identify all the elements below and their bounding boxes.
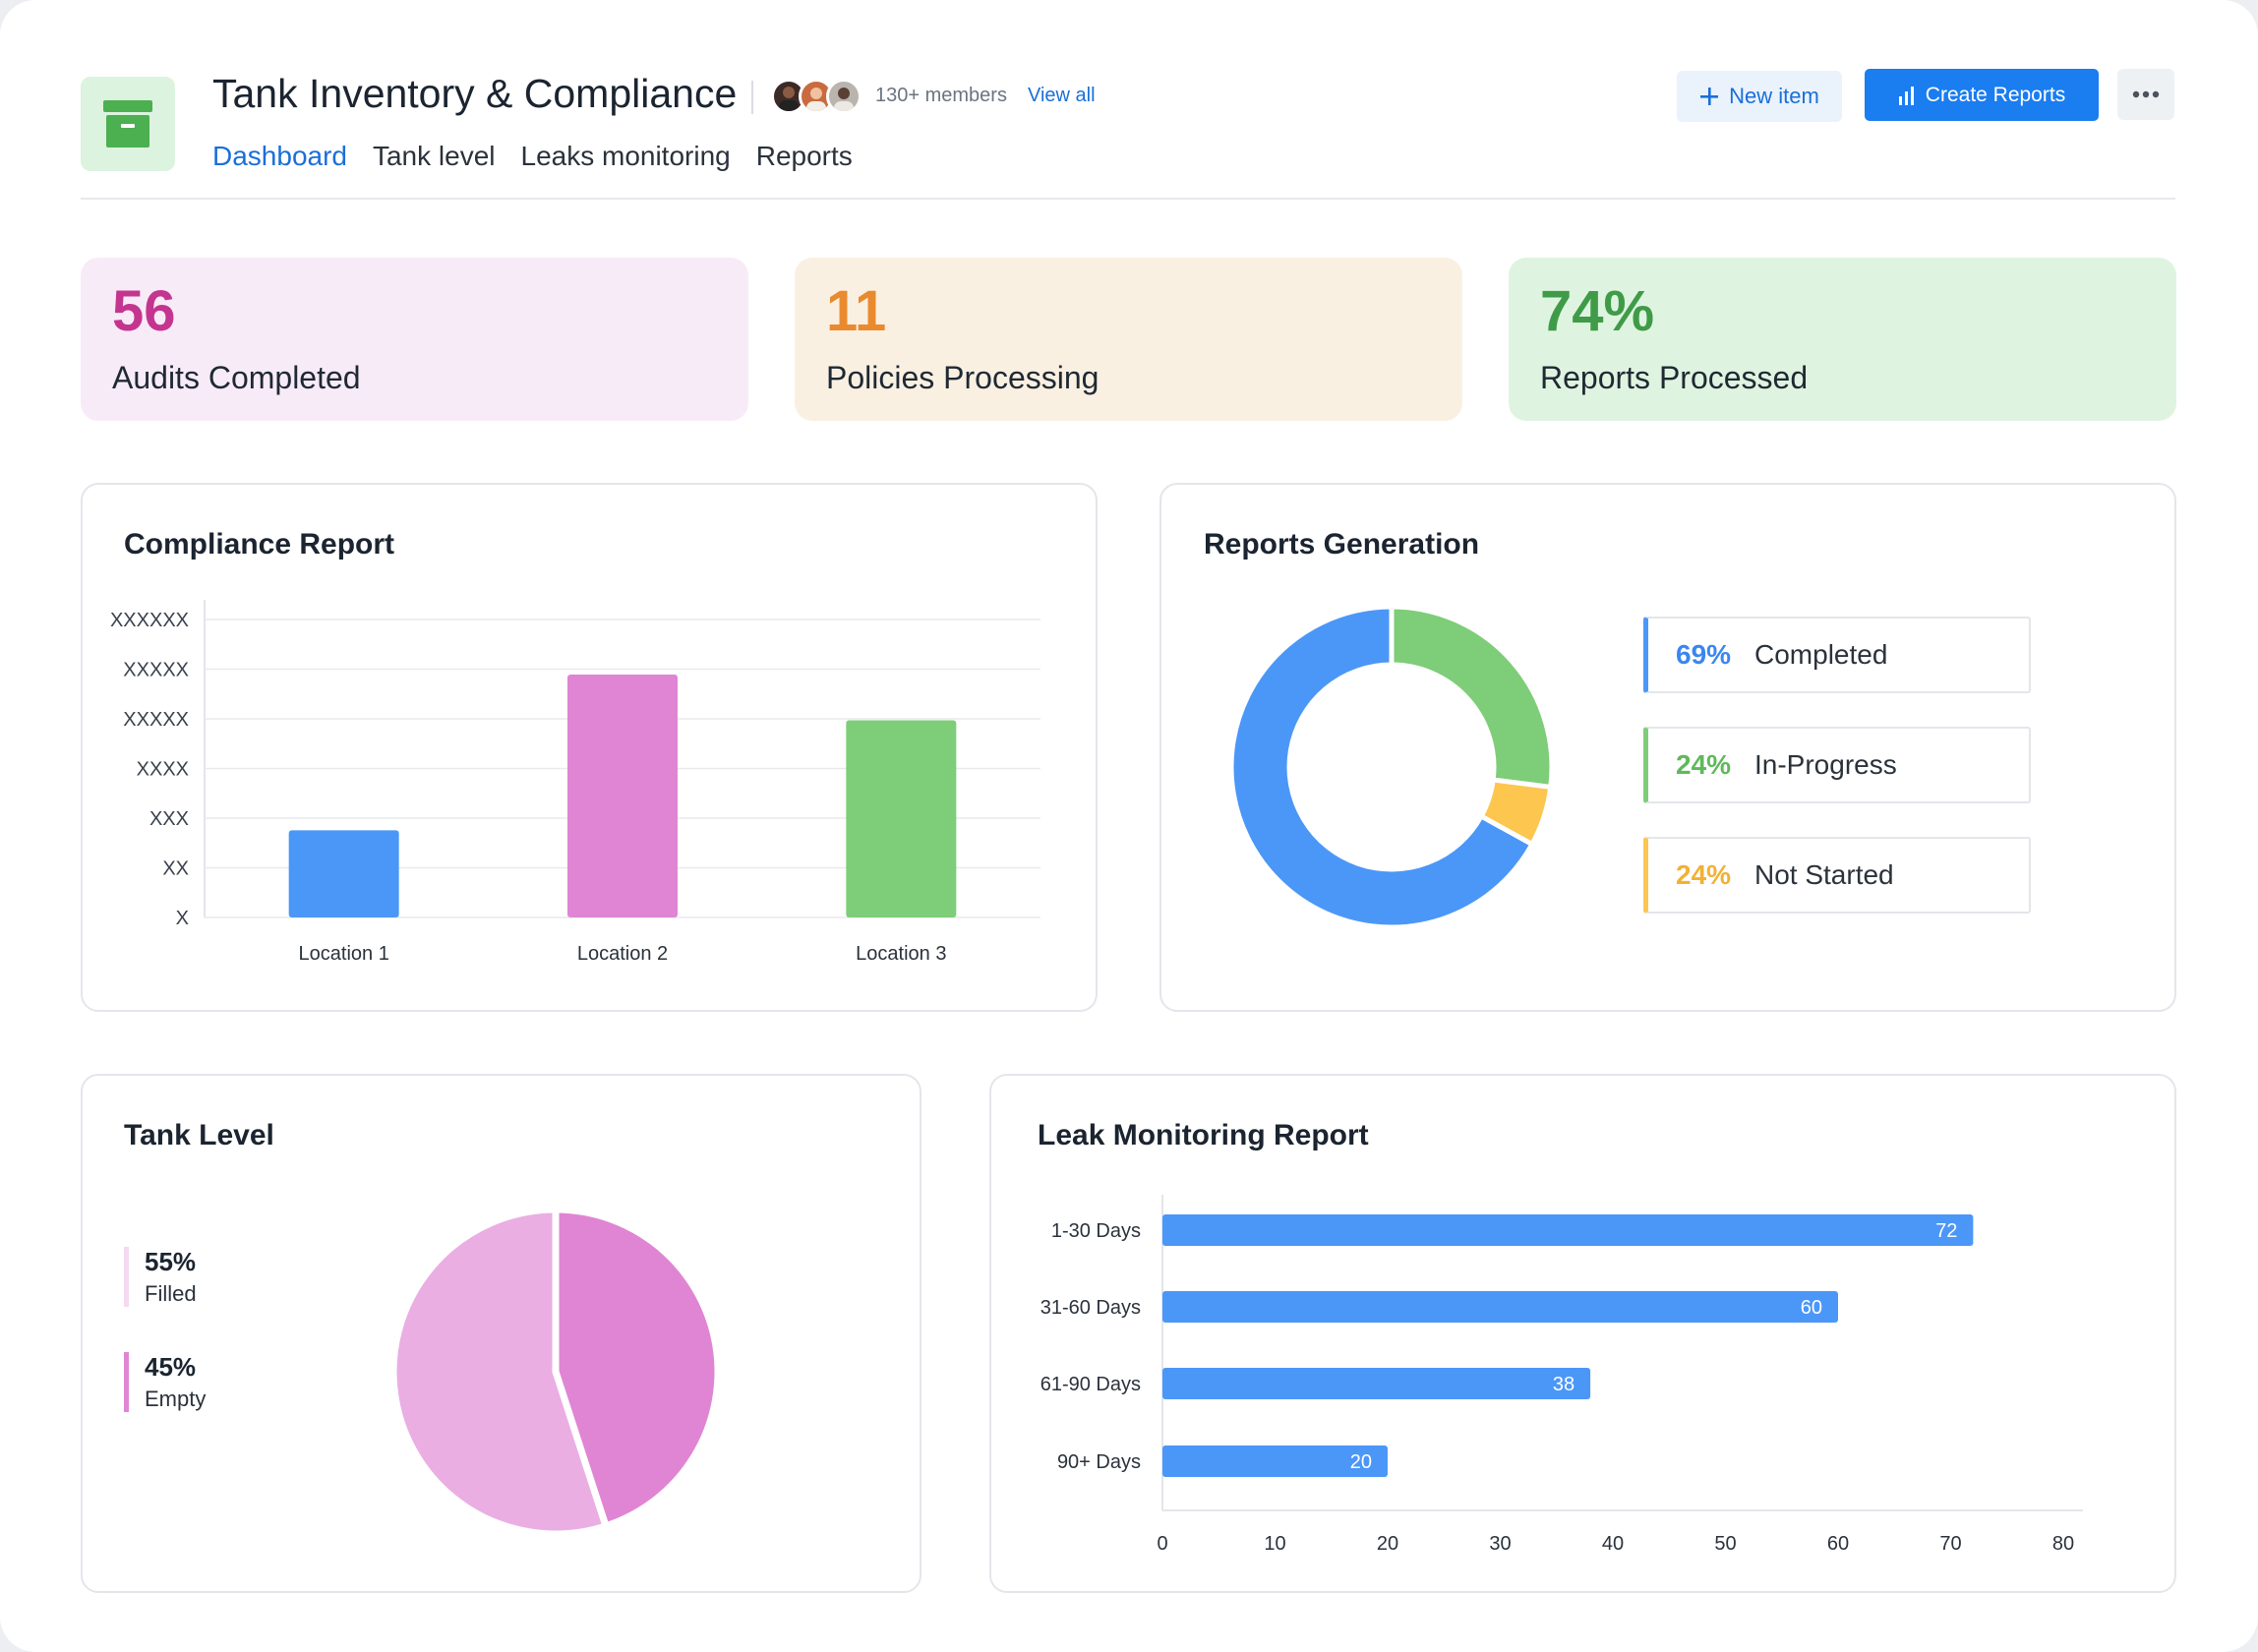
header-divider — [81, 198, 2175, 200]
create-reports-label: Create Reports — [1925, 83, 2066, 106]
legend-label: Completed — [1754, 639, 1888, 670]
tank-legend-empty: 45% Empty — [124, 1352, 206, 1412]
reports-donut-chart — [1228, 604, 1555, 930]
data-label: 20 — [1350, 1451, 1372, 1473]
x-tick-label: Location 2 — [577, 943, 668, 965]
pie-slice — [552, 1206, 722, 1531]
x-tick-label: 30 — [1489, 1533, 1511, 1555]
page-title: Tank Inventory & Compliance — [212, 71, 738, 116]
more-options-button[interactable] — [2117, 69, 2174, 120]
x-tick-label: 60 — [1827, 1533, 1849, 1555]
legend-pct: 69% — [1676, 639, 1732, 670]
reports-generation-title: Reports Generation — [1204, 528, 1480, 560]
leak-monitoring-panel — [989, 1074, 2176, 1593]
member-count: 130+ members — [875, 85, 1007, 106]
leak-monitoring-bar-chart: 72 1-30 Days 60 31-60 Days 38 61-90 Days 20 90+… — [1040, 1195, 2083, 1555]
bar — [1162, 1214, 1974, 1246]
bar — [1162, 1368, 1591, 1399]
legend-in-progress: 24% In-Progress — [1643, 727, 2031, 803]
leak-monitoring-title: Leak Monitoring Report — [1038, 1119, 1369, 1151]
y-tick-label: XXXXX — [123, 709, 189, 731]
tank-level-title: Tank Level — [124, 1119, 274, 1151]
x-tick-label: 50 — [1714, 1533, 1736, 1555]
archive-box-icon — [81, 77, 175, 171]
tab-leaks-monitoring[interactable]: Leaks monitoring — [520, 141, 731, 171]
bar — [567, 674, 678, 917]
stat-label: Audits Completed — [112, 360, 361, 395]
x-tick-label: 0 — [1157, 1533, 1167, 1555]
stat-value: 11 — [826, 279, 887, 343]
tab-reports[interactable]: Reports — [755, 141, 853, 171]
plus-icon — [1700, 88, 1719, 105]
bar — [1162, 1291, 1838, 1323]
y-tick-label: 31-60 Days — [1040, 1297, 1141, 1319]
legend-pct: 24% — [1676, 749, 1732, 780]
tab-tank-level[interactable]: Tank level — [372, 141, 496, 171]
x-tick-label: 80 — [2052, 1533, 2074, 1555]
y-tick-label: XXXXX — [123, 660, 189, 681]
new-item-button[interactable]: New item — [1677, 71, 1842, 122]
donut-slice — [1389, 604, 1555, 791]
create-reports-button[interactable]: Create Reports — [1865, 69, 2099, 121]
stat-card-reports: 74% Reports Processed — [1509, 258, 2176, 421]
new-item-label: New item — [1729, 84, 1819, 108]
y-tick-label: XXXXXX — [110, 610, 189, 631]
tank-legend-filled: 55% Filled — [124, 1247, 197, 1307]
bar — [846, 720, 957, 917]
donut-slice — [1228, 604, 1536, 930]
stat-label: Reports Processed — [1540, 360, 1809, 395]
y-tick-label: XX — [162, 858, 189, 880]
x-tick-label: Location 1 — [299, 943, 389, 965]
stat-value: 56 — [112, 279, 176, 343]
reports-generation-panel — [1159, 483, 2176, 1012]
legend-label: Filled — [145, 1281, 197, 1306]
legend-pct: 24% — [1676, 859, 1732, 890]
x-tick-label: 10 — [1264, 1533, 1285, 1555]
stat-card-audits: 56 Audits Completed — [81, 258, 748, 421]
y-tick-label: 1-30 Days — [1051, 1220, 1141, 1242]
x-tick-label: 70 — [1939, 1533, 1961, 1555]
legend-pct: 55% — [145, 1247, 197, 1276]
view-all-link[interactable]: View all — [1028, 85, 1096, 106]
y-tick-label: XXX — [149, 808, 189, 830]
avatar — [826, 79, 862, 114]
stat-label: Policies Processing — [826, 360, 1099, 395]
legend-label: Empty — [145, 1386, 207, 1411]
legend-label: In-Progress — [1754, 749, 1897, 780]
ellipsis-icon — [2132, 90, 2160, 98]
member-avatars[interactable] — [771, 79, 869, 114]
x-tick-label: Location 3 — [856, 943, 946, 965]
compliance-report-title: Compliance Report — [124, 528, 395, 560]
stat-card-policies: 11 Policies Processing — [795, 258, 1462, 421]
y-tick-label: 61-90 Days — [1040, 1374, 1141, 1395]
x-tick-label: 20 — [1377, 1533, 1398, 1555]
legend-not-started: 24% Not Started — [1643, 837, 2031, 914]
y-tick-label: 90+ Days — [1057, 1451, 1141, 1473]
bar — [1162, 1446, 1388, 1477]
tab-bar: Dashboard Tank level Leaks monitoring Re… — [212, 141, 853, 172]
stat-value: 74% — [1540, 279, 1655, 343]
data-label: 60 — [1801, 1297, 1822, 1319]
legend-pct: 45% — [145, 1352, 197, 1382]
y-tick-label: XXXX — [137, 759, 189, 781]
legend-label: Not Started — [1754, 859, 1894, 890]
bar — [288, 830, 399, 917]
data-label: 72 — [1935, 1220, 1957, 1242]
data-label: 38 — [1553, 1374, 1575, 1395]
tank-level-pie-chart — [389, 1206, 722, 1538]
x-tick-label: 40 — [1602, 1533, 1624, 1555]
y-tick-label: X — [176, 908, 189, 929]
pie-slice — [389, 1206, 611, 1538]
legend-completed: 69% Completed — [1643, 617, 2031, 693]
bar-chart-icon — [1898, 86, 1914, 105]
tab-dashboard[interactable]: Dashboard — [212, 141, 347, 171]
title-divider — [751, 81, 753, 114]
